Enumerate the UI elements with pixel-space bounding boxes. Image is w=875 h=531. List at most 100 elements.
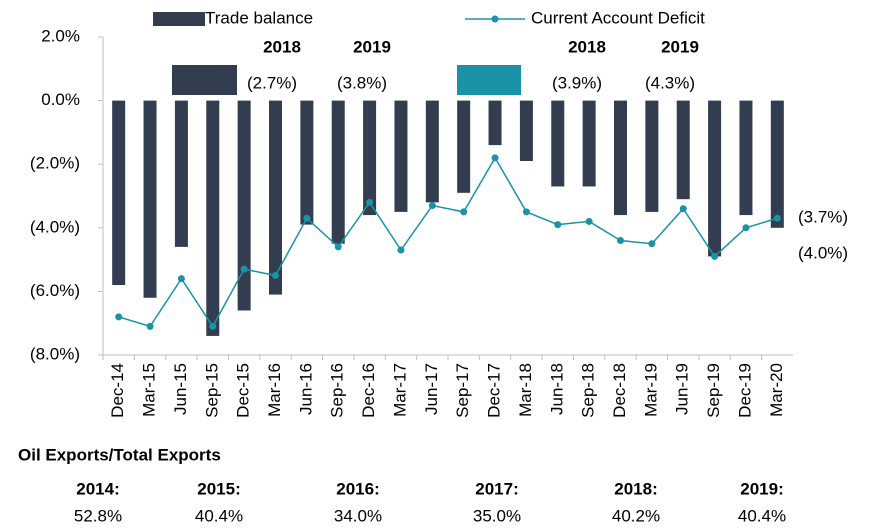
y-tick-label: 2.0% — [41, 26, 80, 45]
value-label: (3.7%) — [798, 208, 848, 227]
bar — [770, 100, 784, 228]
bar — [300, 100, 314, 225]
bar — [206, 100, 220, 336]
point — [397, 246, 405, 254]
y-tick-label: (6.0%) — [30, 281, 80, 300]
x-tick-label: Mar-15 — [140, 363, 159, 417]
cad-swatch — [457, 65, 521, 95]
point — [146, 322, 154, 330]
x-tick-label: Mar-18 — [516, 363, 535, 417]
x-tick-label: Dec-18 — [610, 363, 629, 418]
bar — [174, 100, 188, 247]
bar — [645, 100, 659, 212]
legend-label: Trade balance — [205, 8, 313, 27]
x-tick-label: Mar-16 — [265, 363, 284, 417]
table-year: 2015: — [197, 479, 240, 498]
table-year: 2018: — [614, 479, 657, 498]
bar — [363, 100, 377, 216]
x-tick-label: Mar-17 — [390, 363, 409, 417]
table-value: 34.0% — [334, 506, 382, 525]
x-tick-label: Dec-19 — [735, 363, 754, 418]
point — [303, 214, 311, 222]
point — [334, 243, 342, 251]
point — [648, 240, 656, 248]
point — [460, 208, 468, 216]
annual-value: (4.3%) — [645, 73, 695, 92]
bar — [676, 100, 690, 200]
annual-value: (3.8%) — [337, 73, 387, 92]
y-tick-label: (2.0%) — [30, 154, 80, 173]
annual-value: (3.9%) — [552, 73, 602, 92]
year-header: 2019 — [353, 37, 391, 56]
table-title: Oil Exports/Total Exports — [18, 445, 221, 464]
point — [272, 272, 279, 279]
table-year: 2019: — [740, 479, 783, 498]
table-year: 2016: — [336, 479, 379, 498]
x-tick-label: Jun-15 — [171, 363, 190, 415]
point — [585, 217, 593, 225]
x-tick-label: Sep-15 — [202, 363, 221, 418]
bar — [582, 100, 596, 187]
x-tick-label: Dec-15 — [234, 363, 253, 418]
bar — [457, 100, 471, 193]
bar — [551, 100, 565, 187]
bar — [425, 100, 439, 203]
table-value: 40.4% — [738, 506, 786, 525]
point — [617, 237, 624, 245]
legend-swatch — [491, 15, 499, 23]
point — [554, 221, 562, 229]
bar — [143, 100, 157, 298]
x-tick-label: Jun-18 — [547, 363, 566, 415]
value-label: (4.0%) — [798, 243, 848, 262]
point — [773, 214, 781, 222]
year-header: 2018 — [568, 37, 606, 56]
point — [177, 275, 185, 283]
table-year: 2017: — [475, 479, 518, 498]
x-tick-label: Jun-17 — [422, 363, 441, 415]
line — [118, 156, 778, 328]
x-tick-label: Jun-16 — [296, 363, 315, 415]
x-tick-label: Sep-17 — [453, 363, 472, 418]
table-value: 40.4% — [195, 506, 243, 525]
x-tick-label: Sep-19 — [704, 363, 723, 418]
y-tick-label: (4.0%) — [30, 217, 80, 236]
legend-swatch — [153, 12, 205, 26]
point — [428, 202, 436, 210]
x-tick-label: Mar-20 — [767, 363, 786, 417]
x-tick-label: Jun-19 — [673, 363, 692, 415]
y-tick-label: (8.0%) — [30, 344, 80, 363]
bar — [614, 100, 627, 216]
x-tick-label: Dec-16 — [359, 363, 378, 418]
annual-value: (2.7%) — [247, 73, 297, 92]
point — [491, 154, 499, 162]
point — [366, 198, 374, 206]
table-value: 52.8% — [74, 506, 122, 525]
table-value: 40.2% — [612, 506, 660, 525]
bar — [237, 100, 251, 311]
bar — [488, 100, 502, 146]
year-header: 2019 — [661, 37, 699, 56]
x-tick-label: Dec-14 — [108, 363, 127, 418]
point — [209, 322, 217, 330]
bar — [331, 100, 345, 244]
point — [240, 265, 248, 273]
trade-swatch — [172, 65, 237, 95]
point — [522, 208, 530, 216]
bar — [394, 100, 408, 212]
point — [679, 205, 687, 213]
x-tick-label: Sep-16 — [328, 363, 347, 418]
year-header: 2018 — [263, 37, 301, 56]
point — [742, 224, 750, 232]
bar — [739, 100, 753, 216]
x-tick-label: Dec-17 — [485, 363, 504, 418]
legend-label: Current Account Deficit — [531, 8, 705, 27]
x-tick-label: Mar-19 — [641, 363, 660, 417]
point — [115, 313, 123, 321]
bar — [708, 100, 722, 257]
table-value: 35.0% — [473, 506, 521, 525]
bar — [112, 100, 126, 286]
x-tick-label: Sep-18 — [579, 363, 598, 418]
y-tick-label: 0.0% — [41, 90, 80, 109]
bar — [269, 100, 282, 295]
